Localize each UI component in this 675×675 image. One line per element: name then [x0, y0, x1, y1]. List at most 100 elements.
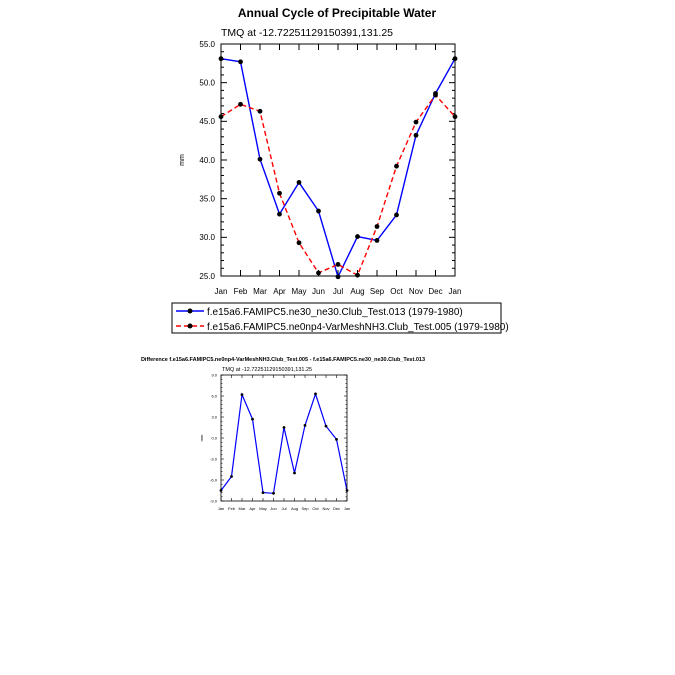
difference-chart-ticks: [220, 374, 348, 502]
y-tick-label: -3.0: [210, 456, 218, 461]
legend-label-1: f.e15a6.FAMIPC5.ne0np4-VarMeshNH3.Club_T…: [207, 322, 509, 333]
x-tick-label: Mar: [239, 506, 247, 511]
series-0-point: [335, 274, 341, 280]
difference-chart-frame: [220, 374, 348, 502]
main-chart-ytick-labels: 25.0 30.0 35.0 40.0 45.0 50.0 55.0: [199, 40, 215, 281]
x-tick-label: Sep: [370, 287, 385, 296]
y-tick-label: 0.0: [211, 435, 217, 440]
y-tick-label: 30.0: [199, 233, 215, 242]
series-0-point: [238, 59, 243, 65]
y-tick-label: 50.0: [199, 78, 215, 87]
difference-chart-ylabel: mm: [199, 434, 204, 441]
series-0-point: [324, 424, 328, 428]
series-1-point: [335, 262, 341, 267]
y-tick-label: -9.0: [210, 498, 218, 503]
series-1-point: [374, 224, 380, 229]
series-0-point: [261, 491, 265, 494]
y-tick-label: 3.0: [211, 414, 217, 419]
series-1-point: [316, 270, 321, 276]
series-1-point: [277, 190, 282, 196]
y-tick-label: 9.0: [211, 372, 217, 377]
x-tick-label: Feb: [234, 287, 248, 296]
main-chart-series: [218, 56, 458, 280]
series-line-1: [220, 93, 456, 277]
main-chart-ylabel: mm: [179, 154, 186, 166]
x-tick-label: Apr: [273, 287, 286, 296]
legend-entry-0: f.e15a6.FAMIPC5.ne30_ne30.Club_Test.013 …: [176, 307, 463, 318]
y-tick-label: 40.0: [199, 156, 215, 165]
x-tick-label: Dec: [428, 287, 442, 296]
series-1-point: [238, 101, 243, 107]
x-tick-label: May: [259, 506, 267, 511]
y-tick-label: 55.0: [199, 40, 215, 49]
y-tick-label: 45.0: [199, 117, 215, 126]
series-0-point: [303, 424, 307, 427]
legend-entry-1: f.e15a6.FAMIPC5.ne0np4-VarMeshNH3.Club_T…: [176, 322, 509, 333]
x-tick-label: Jan: [218, 506, 224, 511]
series-0-point: [293, 471, 296, 475]
series-1-point: [394, 163, 399, 169]
series-0-point: [413, 132, 419, 138]
series-0-point: [277, 211, 282, 217]
series-0-point: [394, 212, 399, 218]
x-tick-label: Nov: [322, 506, 329, 511]
difference-chart-xtick-labels: Jan Feb Mar Apr May Jun Jul Aug Sep Oct Nov Dec Jan: [218, 506, 350, 511]
series-1-point: [413, 119, 419, 125]
difference-chart-series: [219, 391, 349, 495]
series-1-point: [296, 240, 302, 246]
main-chart-subtitle: TMQ at -12.72251129150391,131.25: [221, 27, 393, 39]
series-0-point: [272, 491, 275, 495]
difference-chart-ytick-labels: -9.0 -6.0 -3.0 0.0 3.0 6.0 9.0: [210, 372, 218, 503]
main-chart-xtick-labels: Jan Feb Mar Apr May Jun Jul Aug Sep Oct Nov Dec Jan: [215, 287, 462, 296]
series-0-point: [314, 392, 317, 396]
difference-chart-subtitle: TMQ at -12.72251129150391,131.25: [222, 367, 312, 373]
main-chart-ticks: [220, 43, 456, 277]
x-tick-label: May: [291, 287, 306, 296]
series-0-point: [374, 238, 380, 243]
x-tick-label: Aug: [291, 506, 298, 511]
x-tick-label: Feb: [228, 506, 236, 511]
x-tick-label: Oct: [312, 506, 319, 511]
x-tick-label: Jul: [333, 287, 343, 296]
x-tick-label: Oct: [390, 287, 403, 296]
x-tick-label: Jun: [270, 506, 276, 511]
series-0-point: [335, 438, 338, 441]
series-1-point: [433, 92, 438, 98]
x-tick-label: Jan: [344, 506, 350, 511]
y-tick-label: 6.0: [211, 393, 217, 398]
series-0-point: [257, 156, 263, 162]
x-tick-label: Jan: [215, 287, 228, 296]
x-tick-label: Jan: [449, 287, 462, 296]
legend-label-0: f.e15a6.FAMIPC5.ne30_ne30.Club_Test.013 …: [207, 307, 463, 318]
difference-chart: Difference f.e15a6.FAMIPC5.ne0np4-VarMes…: [141, 357, 425, 511]
x-tick-label: Mar: [253, 287, 267, 296]
series-0-point: [230, 475, 233, 478]
series-line-0: [220, 391, 348, 494]
legend: f.e15a6.FAMIPC5.ne30_ne30.Club_Test.013 …: [171, 302, 509, 334]
series-0-point: [316, 208, 321, 214]
series-0-point: [251, 417, 254, 421]
x-tick-label: Jun: [312, 287, 325, 296]
main-chart-title: Annual Cycle of Precipitable Water: [238, 6, 437, 20]
y-tick-label: -6.0: [210, 477, 218, 482]
series-0-point: [355, 234, 360, 239]
x-tick-label: Dec: [333, 506, 340, 511]
x-tick-label: Apr: [249, 506, 256, 511]
series-line-0: [220, 58, 456, 279]
series-0-point: [296, 180, 302, 185]
y-tick-label: 35.0: [199, 194, 215, 203]
x-tick-label: Jul: [281, 506, 286, 511]
difference-chart-title: Difference f.e15a6.FAMIPC5.ne0np4-VarMes…: [141, 357, 425, 363]
series-0-point: [282, 426, 286, 429]
x-tick-label: Sep: [301, 506, 309, 511]
main-chart-frame: [220, 43, 456, 277]
series-1-point: [355, 272, 360, 278]
x-tick-label: Nov: [409, 287, 423, 296]
x-tick-label: Aug: [350, 287, 364, 296]
series-0-point: [240, 393, 244, 396]
legend-box: [171, 302, 502, 334]
series-1-point: [257, 108, 263, 114]
main-chart: Annual Cycle of Precipitable Water TMQ a…: [179, 6, 461, 296]
y-tick-label: 25.0: [199, 272, 215, 281]
